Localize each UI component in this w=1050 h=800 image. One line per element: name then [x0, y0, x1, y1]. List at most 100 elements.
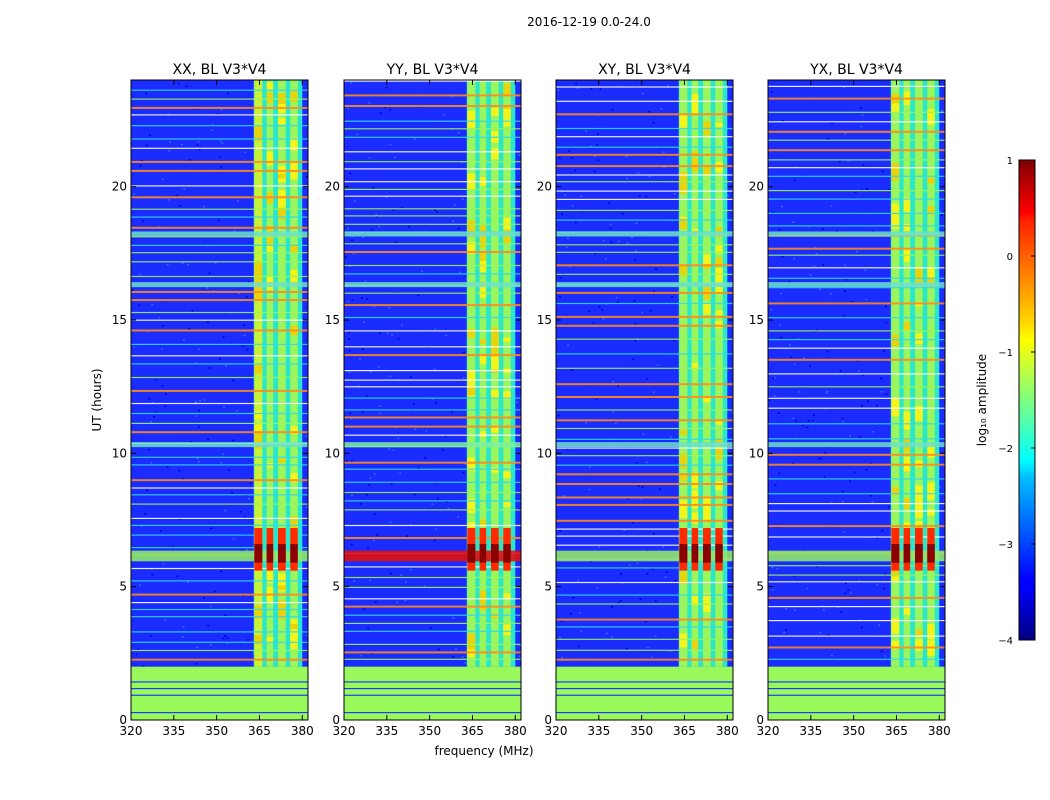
noise-cell	[194, 402, 197, 404]
noise-cell	[198, 148, 201, 151]
rfi-line	[131, 169, 308, 172]
rfi-line	[768, 493, 945, 495]
flagged-line	[131, 694, 308, 696]
noise-cell	[646, 573, 649, 575]
y-tick-label: 15	[537, 313, 552, 327]
noise-cell	[806, 587, 809, 590]
noise-cell	[830, 205, 833, 207]
noise-cell	[151, 304, 154, 306]
rfi-line	[131, 244, 308, 246]
band-column	[290, 80, 298, 667]
x-tick-label: 365	[461, 724, 484, 738]
noise-cell	[561, 213, 564, 215]
band-patch	[679, 475, 688, 481]
band-patch	[467, 644, 476, 658]
noise-cell	[604, 258, 607, 260]
band-patch	[467, 498, 476, 513]
noise-cell	[801, 424, 804, 427]
noise-cell	[219, 358, 221, 360]
x-tick-label: 365	[248, 724, 271, 738]
noise-cell	[350, 543, 353, 546]
rfi-line	[556, 100, 733, 102]
rfi-line	[556, 427, 733, 430]
band-patch	[479, 251, 487, 270]
noise-cell	[875, 584, 878, 586]
x-tick-label: 350	[205, 724, 228, 738]
noise-cell	[844, 592, 847, 595]
noise-cell	[379, 405, 382, 407]
noise-cell	[845, 279, 848, 281]
noise-cell	[209, 605, 212, 608]
band-patch	[479, 339, 487, 345]
rfi-line	[556, 127, 733, 130]
strong-rfi-core	[927, 544, 935, 563]
y-tick-label: 20	[537, 180, 552, 194]
colorbar-tick-label: −1	[998, 348, 1013, 359]
rfi-line	[344, 243, 521, 245]
noise-cell	[572, 597, 575, 599]
noise-cell	[413, 138, 416, 140]
rfi-line	[344, 397, 521, 399]
noise-cell	[304, 435, 307, 437]
noise-cell	[814, 246, 817, 249]
band-patch	[503, 391, 511, 400]
x-tick-label: 320	[333, 724, 356, 738]
noise-cell	[631, 358, 634, 361]
band-column	[503, 80, 511, 667]
rfi-line	[556, 409, 733, 411]
noise-cell	[637, 172, 640, 174]
rfi-line	[556, 658, 733, 661]
noise-cell	[807, 225, 810, 228]
noise-cell	[727, 194, 729, 197]
noise-cell	[457, 132, 460, 134]
noise-cell	[348, 331, 351, 333]
band-patch	[278, 600, 286, 608]
noise-cell	[378, 412, 381, 414]
noise-cell	[197, 141, 200, 143]
rfi-line	[131, 402, 308, 405]
noise-cell	[347, 338, 350, 340]
noise-cell	[826, 137, 829, 140]
noise-cell	[350, 417, 352, 420]
band-patch	[254, 260, 263, 277]
panel-frame	[555, 79, 734, 721]
band-patch	[290, 426, 298, 435]
noise-cell	[197, 348, 200, 350]
noise-cell	[858, 580, 860, 582]
band-patch	[503, 217, 511, 230]
rfi-line	[344, 598, 521, 600]
noise-cell	[617, 602, 620, 604]
noise-cell	[813, 265, 816, 267]
rfi-line	[768, 438, 945, 440]
noise-cell	[344, 256, 347, 259]
rfi-line	[768, 373, 945, 375]
y-tick-label: 10	[112, 446, 127, 460]
noise-cell	[843, 264, 846, 267]
noise-cell	[373, 513, 376, 516]
noise-cell	[875, 404, 878, 407]
noise-cell	[592, 322, 595, 324]
rfi-line	[556, 603, 733, 605]
rfi-line	[556, 219, 733, 221]
rfi-line	[768, 247, 945, 250]
rfi-line	[768, 574, 945, 576]
panel-title: XX, BL V3*V4	[173, 62, 267, 78]
strong-rfi-line	[556, 550, 733, 562]
noise-cell	[615, 296, 618, 299]
band-patch	[467, 241, 476, 254]
band-column	[266, 80, 274, 667]
band-patch	[915, 333, 923, 344]
noise-cell	[793, 257, 796, 260]
band-patch	[503, 108, 511, 127]
noise-cell	[635, 250, 637, 252]
noise-cell	[347, 107, 350, 110]
noise-cell	[771, 589, 774, 591]
noise-cell	[849, 592, 852, 594]
noise-cell	[388, 448, 391, 450]
rfi-line	[768, 658, 945, 660]
noise-cell	[559, 277, 562, 279]
noise-cell	[386, 332, 389, 334]
noise-cell	[197, 461, 200, 463]
noise-cell	[600, 308, 603, 311]
